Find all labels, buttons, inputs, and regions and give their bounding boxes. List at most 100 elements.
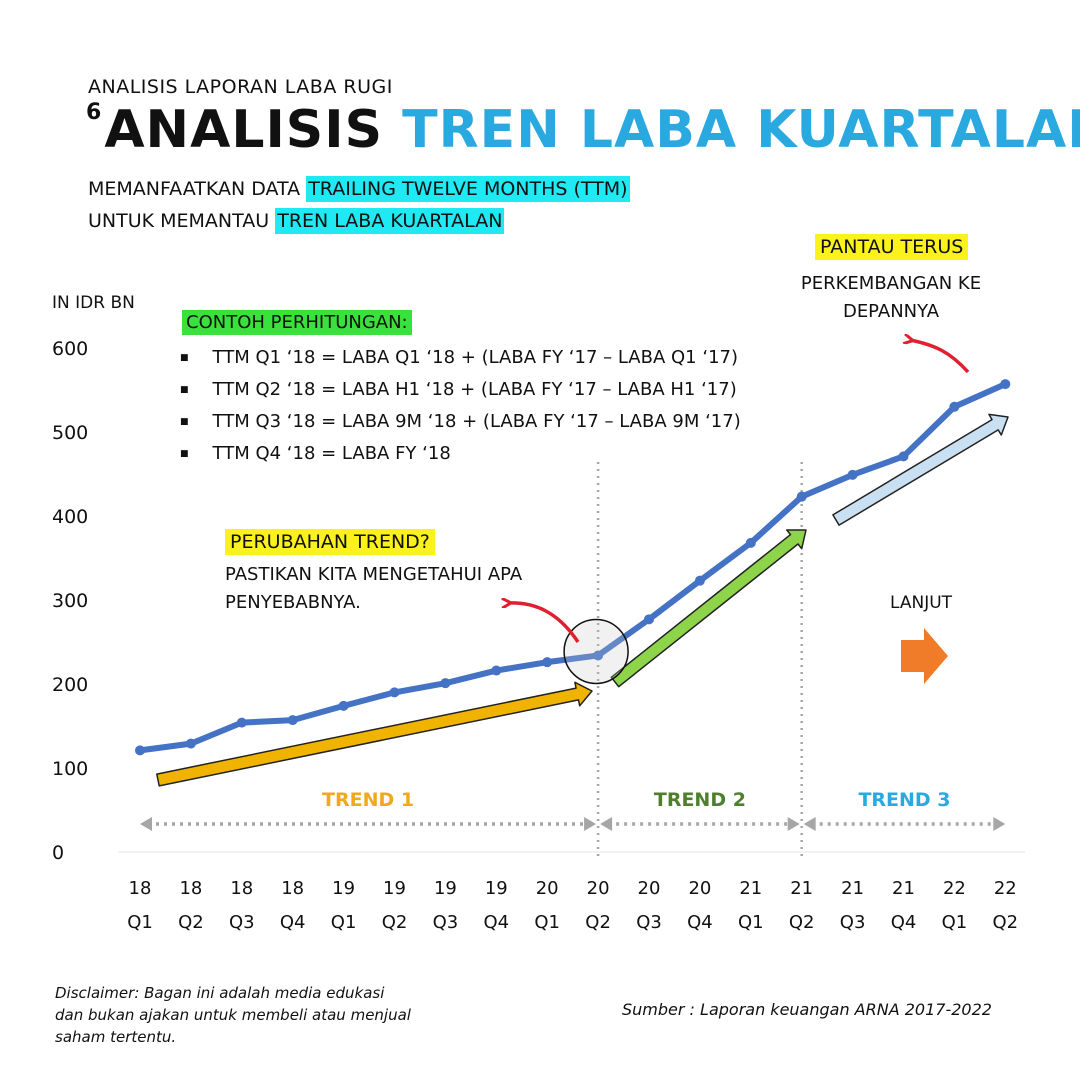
x-tick-year: 19 [485, 878, 508, 899]
page-title: 6ANALISIS TREN LABA KUARTALAN [86, 100, 1080, 160]
kicker-title: ANALISIS LAPORAN LABA RUGI [88, 76, 393, 98]
x-tick-year: 21 [841, 878, 864, 899]
x-tick-year: 22 [943, 878, 966, 899]
trend-range-arrowhead [600, 817, 613, 831]
x-tick-year: 20 [688, 878, 711, 899]
perubahan-text: PASTIKAN KITA MENGETAHUI APA PENYEBABNYA… [225, 564, 523, 613]
lanjut-arrow-icon [901, 628, 948, 684]
data-point [745, 537, 756, 548]
calc-item: TTM Q4 ‘18 = LABA FY ‘18 [180, 438, 741, 470]
data-point [796, 491, 807, 502]
x-tick-year: 20 [587, 878, 610, 899]
perubahan-title: PERUBAHAN TREND? [225, 529, 435, 555]
y-tick-label: 600 [52, 338, 88, 360]
x-tick-year: 18 [179, 878, 202, 899]
red-arrow-left [508, 603, 580, 643]
x-tick-year: 21 [739, 878, 762, 899]
trend-range-arrowhead [993, 817, 1006, 831]
subtitle-2-highlight: TREN LABA KUARTALAN [275, 208, 505, 234]
x-tick-year: 21 [790, 878, 813, 899]
data-point [949, 401, 960, 412]
x-tick-quarter: Q1 [127, 912, 153, 933]
x-tick-year: 22 [994, 878, 1017, 899]
x-tick-quarter: Q3 [636, 912, 662, 933]
section-number: 6 [86, 100, 103, 125]
x-tick-year: 19 [332, 878, 355, 899]
pantau-title-text: PANTAU TERUS [815, 234, 969, 260]
x-tick-quarter: Q2 [992, 912, 1018, 933]
data-point [287, 715, 298, 726]
x-tick-quarter: Q2 [789, 912, 815, 933]
data-point [236, 717, 247, 728]
pantau-title: PANTAU TERUS [815, 234, 969, 260]
data-point [338, 700, 349, 711]
y-tick-label: 500 [52, 422, 88, 444]
subtitle-1-prefix: MEMANFAATKAN DATA [88, 178, 307, 200]
data-point [593, 650, 604, 661]
x-tick-year: 20 [536, 878, 559, 899]
data-point [1000, 379, 1011, 390]
trend-3-arrow [832, 413, 1009, 526]
trend-2-arrow [610, 529, 807, 688]
trend-label: TREND 3 [858, 789, 950, 811]
y-tick-label: 300 [52, 590, 88, 612]
calc-item: TTM Q2 ‘18 = LABA H1 ‘18 + (LABA FY ‘17 … [180, 374, 741, 406]
data-point [694, 575, 705, 586]
y-tick-label: 200 [52, 674, 88, 696]
x-tick-year: 19 [434, 878, 457, 899]
y-tick-label: 0 [52, 842, 64, 864]
y-tick-label: 400 [52, 506, 88, 528]
x-tick-year: 18 [281, 878, 304, 899]
calc-list: TTM Q1 ‘18 = LABA Q1 ‘18 + (LABA FY ‘17 … [180, 342, 741, 470]
x-tick-quarter: Q1 [331, 912, 357, 933]
source-note: Sumber : Laporan keuangan ARNA 2017-2022 [622, 1000, 992, 1019]
x-tick-quarter: Q1 [738, 912, 764, 933]
trend-label: TREND 2 [654, 789, 746, 811]
trend-label: TREND 1 [322, 789, 414, 811]
x-tick-quarter: Q1 [942, 912, 968, 933]
calc-item: TTM Q3 ‘18 = LABA 9M ‘18 + (LABA FY ‘17 … [180, 406, 741, 438]
x-tick-quarter: Q4 [687, 912, 713, 933]
subtitle-line-2: UNTUK MEMANTAU TREN LABA KUARTALAN [88, 208, 505, 234]
trend-range-arrowhead [787, 817, 800, 831]
x-tick-year: 18 [129, 878, 152, 899]
x-tick-quarter: Q1 [534, 912, 560, 933]
y-unit-label: IN IDR BN [52, 293, 135, 313]
x-tick-quarter: Q4 [280, 912, 306, 933]
calc-title-text: CONTOH PERHITUNGAN: [182, 310, 412, 335]
trend-1-arrow [156, 681, 593, 787]
subtitle-2-prefix: UNTUK MEMANTAU [88, 210, 276, 232]
disclaimer: Disclaimer: Bagan ini adalah media eduka… [55, 984, 411, 1046]
ttm-series-line [137, 381, 1009, 754]
x-tick-quarter: Q3 [229, 912, 255, 933]
trend-change-highlight [563, 618, 629, 685]
trend-range-arrowhead [140, 817, 152, 831]
data-point [847, 469, 858, 480]
x-tick-year: 20 [638, 878, 661, 899]
x-tick-quarter: Q3 [840, 912, 866, 933]
x-tick-year: 19 [383, 878, 406, 899]
data-point [542, 657, 553, 668]
lanjut-label: LANJUT [890, 593, 953, 613]
pantau-text: PERKEMBANGAN KE DEPANNYA [800, 273, 982, 322]
data-point [389, 687, 400, 698]
subtitle-1-highlight: TRAILING TWELVE MONTHS (TTM) [306, 176, 630, 202]
x-tick-year: 18 [230, 878, 253, 899]
data-point [135, 745, 145, 756]
trend-range-arrowhead [584, 817, 597, 831]
trend-range-arrowhead [803, 817, 816, 831]
data-point [898, 451, 909, 462]
data-point [644, 614, 654, 625]
title-main: ANALISIS [104, 100, 384, 160]
x-tick-quarter: Q2 [178, 912, 204, 933]
red-arrow-top [910, 340, 970, 374]
x-tick-quarter: Q2 [585, 912, 611, 933]
data-point [491, 665, 502, 676]
x-tick-quarter: Q4 [483, 912, 509, 933]
x-tick-quarter: Q4 [891, 912, 917, 933]
perubahan-title-text: PERUBAHAN TREND? [225, 529, 435, 555]
calc-item: TTM Q1 ‘18 = LABA Q1 ‘18 + (LABA FY ‘17 … [180, 342, 741, 374]
data-point [185, 738, 196, 749]
calc-title: CONTOH PERHITUNGAN: [182, 310, 412, 335]
